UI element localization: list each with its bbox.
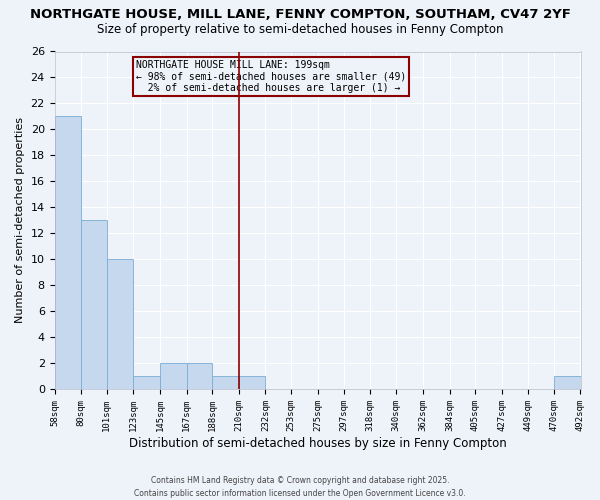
Text: NORTHGATE HOUSE MILL LANE: 199sqm
← 98% of semi-detached houses are smaller (49): NORTHGATE HOUSE MILL LANE: 199sqm ← 98% … bbox=[136, 60, 406, 93]
Bar bbox=[107, 260, 133, 390]
Bar bbox=[187, 364, 212, 390]
X-axis label: Distribution of semi-detached houses by size in Fenny Compton: Distribution of semi-detached houses by … bbox=[128, 437, 506, 450]
Text: NORTHGATE HOUSE, MILL LANE, FENNY COMPTON, SOUTHAM, CV47 2YF: NORTHGATE HOUSE, MILL LANE, FENNY COMPTO… bbox=[29, 8, 571, 20]
Text: Contains HM Land Registry data © Crown copyright and database right 2025.
Contai: Contains HM Land Registry data © Crown c… bbox=[134, 476, 466, 498]
Text: Size of property relative to semi-detached houses in Fenny Compton: Size of property relative to semi-detach… bbox=[97, 22, 503, 36]
Bar bbox=[239, 376, 265, 390]
Bar bbox=[212, 376, 239, 390]
Bar bbox=[81, 220, 107, 390]
Bar bbox=[133, 376, 160, 390]
Bar bbox=[554, 376, 581, 390]
Bar bbox=[160, 364, 187, 390]
Y-axis label: Number of semi-detached properties: Number of semi-detached properties bbox=[15, 118, 25, 324]
Bar bbox=[55, 116, 81, 390]
